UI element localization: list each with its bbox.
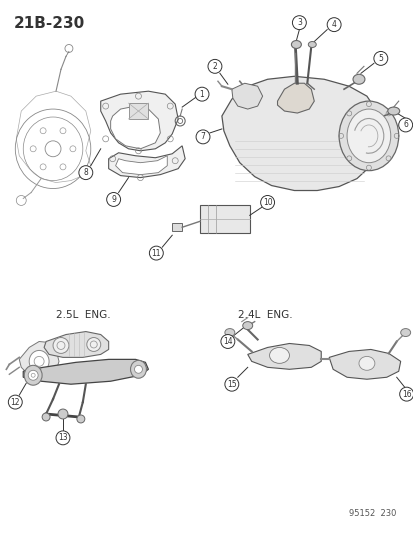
Circle shape <box>398 118 412 132</box>
Polygon shape <box>328 350 400 379</box>
Text: 10: 10 <box>262 198 272 207</box>
Circle shape <box>196 130 209 144</box>
Polygon shape <box>221 76 380 190</box>
Ellipse shape <box>28 370 38 380</box>
Circle shape <box>399 387 413 401</box>
Ellipse shape <box>308 42 316 47</box>
Ellipse shape <box>224 328 234 336</box>
Polygon shape <box>44 332 108 358</box>
Text: 5: 5 <box>377 54 382 63</box>
Text: 13: 13 <box>58 433 68 442</box>
Ellipse shape <box>400 328 410 336</box>
Text: 8: 8 <box>83 168 88 177</box>
Text: 95152  230: 95152 230 <box>349 510 396 518</box>
Ellipse shape <box>130 360 146 378</box>
Text: 14: 14 <box>223 337 232 346</box>
Ellipse shape <box>134 365 142 373</box>
Ellipse shape <box>53 337 69 353</box>
Polygon shape <box>100 91 178 151</box>
Circle shape <box>326 18 340 31</box>
Circle shape <box>207 59 221 74</box>
Polygon shape <box>247 343 320 369</box>
Circle shape <box>195 87 209 101</box>
Ellipse shape <box>58 409 68 419</box>
Text: 3: 3 <box>296 18 301 27</box>
Ellipse shape <box>24 365 42 385</box>
Text: 12: 12 <box>10 398 20 407</box>
Circle shape <box>260 196 274 209</box>
Ellipse shape <box>338 101 398 171</box>
Circle shape <box>8 395 22 409</box>
Text: 11: 11 <box>151 248 161 257</box>
Polygon shape <box>115 156 167 175</box>
Ellipse shape <box>42 413 50 421</box>
Polygon shape <box>128 103 148 119</box>
Text: 2.4L  ENG.: 2.4L ENG. <box>237 310 292 320</box>
Ellipse shape <box>87 337 100 351</box>
Text: 15: 15 <box>226 379 236 389</box>
Polygon shape <box>23 359 148 384</box>
Text: 4: 4 <box>331 20 336 29</box>
Ellipse shape <box>352 74 364 84</box>
Circle shape <box>56 431 70 445</box>
Text: 2: 2 <box>212 62 217 71</box>
Ellipse shape <box>77 415 85 423</box>
FancyBboxPatch shape <box>199 205 249 233</box>
Circle shape <box>292 15 306 30</box>
Text: 7: 7 <box>200 132 205 141</box>
Ellipse shape <box>242 321 252 329</box>
Polygon shape <box>110 106 160 149</box>
Text: 16: 16 <box>401 390 411 399</box>
Ellipse shape <box>29 350 49 372</box>
Circle shape <box>373 52 387 66</box>
Circle shape <box>149 246 163 260</box>
Ellipse shape <box>387 107 399 115</box>
Ellipse shape <box>291 41 301 49</box>
Polygon shape <box>231 83 262 109</box>
Text: 2.5L  ENG.: 2.5L ENG. <box>56 310 110 320</box>
Circle shape <box>107 192 120 206</box>
Circle shape <box>78 166 93 180</box>
Polygon shape <box>19 342 59 379</box>
Ellipse shape <box>346 109 390 163</box>
Circle shape <box>221 335 234 349</box>
Polygon shape <box>108 146 185 177</box>
Text: 9: 9 <box>111 195 116 204</box>
Text: 6: 6 <box>402 120 407 130</box>
Polygon shape <box>277 83 313 113</box>
Ellipse shape <box>358 357 374 370</box>
Text: 21B-230: 21B-230 <box>13 15 84 31</box>
FancyBboxPatch shape <box>172 223 182 231</box>
Ellipse shape <box>269 348 289 364</box>
Text: 1: 1 <box>199 90 204 99</box>
Circle shape <box>224 377 238 391</box>
